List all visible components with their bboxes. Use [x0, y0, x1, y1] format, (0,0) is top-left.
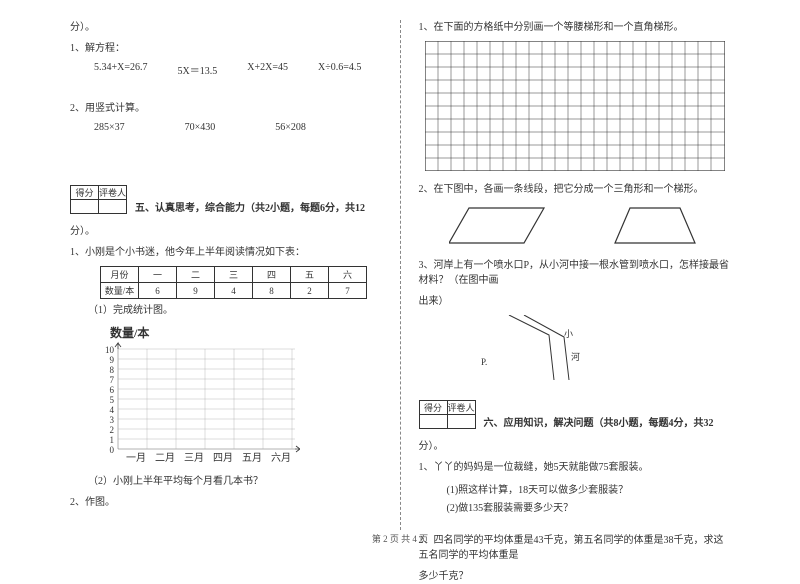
ytick: 2	[110, 425, 115, 435]
equation-row-1: 5.34+X=26.7 5X＝13.5 X+2X=45 X÷0.6=4.5	[70, 62, 382, 77]
score-box-r: 得分 评卷人 六、应用知识，解决问题（共8小题，每题4分，共32	[419, 400, 731, 429]
table-cell: 4	[215, 283, 253, 299]
eq: 56×208	[275, 122, 306, 133]
ytick: 4	[110, 405, 115, 415]
xtick: 四月	[213, 452, 233, 464]
table-cell: 月份	[101, 267, 139, 283]
chart-y-label: 数量/本	[110, 324, 382, 341]
q2-label: 2、用竖式计算。	[70, 101, 382, 116]
score-cell	[99, 200, 127, 214]
table-cell: 数量/本	[101, 283, 139, 299]
ytick: 10	[105, 345, 115, 355]
trapezoid-icon	[610, 203, 700, 248]
section-5-title: 五、认真思考，综合能力（共2小题，每题6分，共12	[135, 199, 365, 214]
score-box: 得分 评卷人 五、认真思考，综合能力（共2小题，每题6分，共12	[70, 185, 382, 214]
r-fen: 分）。	[419, 439, 731, 454]
ytick: 6	[110, 385, 115, 395]
equation-row-2: 285×37 70×430 56×208	[70, 122, 382, 133]
eq: 70×430	[185, 122, 216, 133]
score-cell	[447, 415, 475, 429]
column-divider	[400, 20, 401, 530]
ytick: 0	[110, 445, 115, 455]
table-row: 数量/本 6 9 4 8 2 7	[101, 283, 367, 299]
left-column: 分）。 1、解方程： 5.34+X=26.7 5X＝13.5 X+2X=45 X…	[60, 20, 392, 530]
xtick: 三月	[184, 452, 204, 464]
table-cell: 8	[253, 283, 291, 299]
table-cell: 2	[291, 283, 329, 299]
score-table: 得分 评卷人	[419, 400, 476, 429]
table-cell: 四	[253, 267, 291, 283]
table-cell: 三	[215, 267, 253, 283]
q1-label: 1、解方程：	[70, 41, 382, 56]
grid-paper	[425, 41, 731, 174]
bar-chart-blank: 数量/本 10 9 8 7 6 5 4 3 2 1 0	[100, 324, 382, 474]
ytick: 5	[110, 395, 115, 405]
score-header: 评卷人	[99, 186, 127, 200]
table-cell: 6	[139, 283, 177, 299]
problem-2: 2、作图。	[70, 495, 382, 510]
r-q2: 2、在下图中，各画一条线段，把它分成一个三角形和一个梯形。	[419, 182, 731, 197]
score-cell	[71, 200, 99, 214]
eq: X+2X=45	[247, 62, 288, 77]
app-1-2: (2)做135套服装需要多少天？	[419, 499, 731, 514]
p-label: P.	[481, 357, 487, 367]
score-table: 得分 评卷人	[70, 185, 127, 214]
page-container: 分）。 1、解方程： 5.34+X=26.7 5X＝13.5 X+2X=45 X…	[0, 0, 800, 530]
chart-svg: 10 9 8 7 6 5 4 3 2 1 0	[100, 341, 300, 471]
xtick: 一月	[126, 452, 146, 464]
sub-2: （2）小刚上半年平均每个月看几本书？	[70, 474, 382, 489]
xtick: 六月	[271, 452, 291, 464]
app-2a: 2、四名同学的平均体重是43千克，第五名同学的体重是38千克，求这五名同学的平均…	[419, 533, 731, 563]
section-6-title: 六、应用知识，解决问题（共8小题，每题4分，共32	[484, 414, 714, 429]
reading-table: 月份 一 二 三 四 五 六 数量/本 6 9 4 8 2 7	[100, 266, 367, 299]
eq: X÷0.6=4.5	[318, 62, 361, 77]
river-label: 小	[564, 329, 573, 339]
sub-1: （1）完成统计图。	[70, 303, 382, 318]
table-cell: 六	[329, 267, 367, 283]
right-column: 1、在下面的方格纸中分别画一个等腰梯形和一个直角梯形。 2、在下图中，各画一条线…	[409, 20, 741, 530]
xtick: 五月	[242, 452, 262, 464]
ytick: 9	[110, 355, 115, 365]
r-q3b: 出来）	[419, 294, 731, 309]
ytick: 8	[110, 365, 115, 375]
shapes-row	[419, 203, 731, 248]
xtick: 二月	[155, 452, 175, 464]
app-1: 1、丫丫的妈妈是一位裁缝，她5天就能做75套服装。	[419, 460, 731, 475]
table-row: 月份 一 二 三 四 五 六	[101, 267, 367, 283]
score-cell	[419, 415, 447, 429]
text-fen: 分）。	[70, 20, 382, 35]
river-label: 河	[571, 351, 580, 362]
ytick: 3	[110, 415, 115, 425]
r-q3a: 3、河岸上有一个喷水口P，从小河中接一根水管到喷水口，怎样接最省材料？（在图中画	[419, 258, 731, 288]
eq: 5X＝13.5	[178, 62, 218, 77]
river-diagram: P. 小 河	[469, 315, 731, 388]
text-fen2: 分）。	[70, 224, 382, 239]
table-cell: 一	[139, 267, 177, 283]
table-cell: 二	[177, 267, 215, 283]
ytick: 1	[110, 435, 115, 445]
eq: 285×37	[94, 122, 125, 133]
score-header: 得分	[71, 186, 99, 200]
eq: 5.34+X=26.7	[94, 62, 148, 77]
problem-1: 1、小刚是个小书迷，他今年上半年阅读情况如下表：	[70, 245, 382, 260]
score-header: 评卷人	[447, 401, 475, 415]
parallelogram-icon	[449, 203, 549, 248]
r-q1: 1、在下面的方格纸中分别画一个等腰梯形和一个直角梯形。	[419, 20, 731, 35]
app-2b: 多少千克？	[419, 569, 731, 584]
score-header: 得分	[419, 401, 447, 415]
table-cell: 五	[291, 267, 329, 283]
table-cell: 9	[177, 283, 215, 299]
app-1-1: (1)照这样计算，18天可以做多少套服装？	[419, 481, 731, 496]
table-cell: 7	[329, 283, 367, 299]
ytick: 7	[110, 375, 115, 385]
